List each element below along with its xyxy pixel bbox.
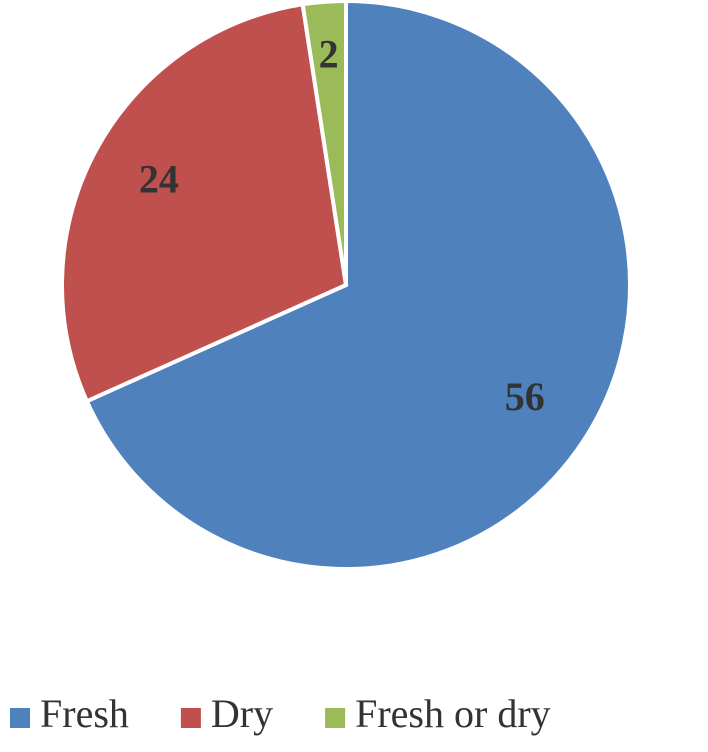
pie-slice [60,2,349,404]
data-label: 56 [505,374,545,419]
pie-slice [84,0,632,571]
data-label: 24 [139,156,179,201]
legend-label: Fresh or dry [355,691,551,736]
legend-swatch [180,708,201,728]
pie-slice [300,0,348,286]
legend-label: Dry [211,691,273,736]
legend-swatch [10,708,30,728]
legend-swatch [325,708,346,728]
legend-label: Fresh [40,691,129,736]
data-label: 2 [319,32,339,77]
